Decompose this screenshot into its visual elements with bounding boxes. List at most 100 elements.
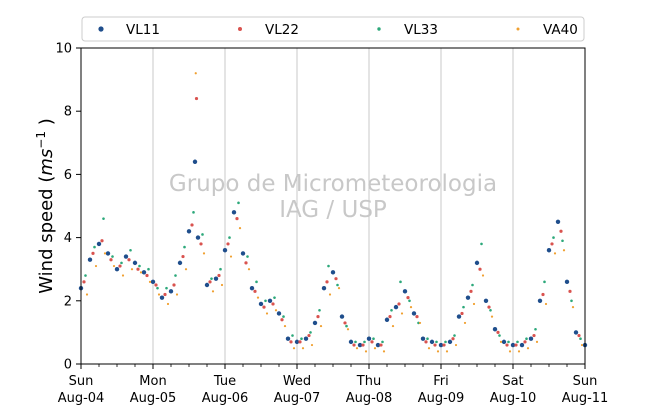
data-point [348, 339, 354, 345]
data-point [492, 327, 498, 332]
data-point [219, 267, 222, 271]
data-point [327, 264, 330, 268]
x-tick-label-day: Thu [356, 374, 381, 389]
data-point [408, 299, 411, 303]
data-point [463, 321, 467, 325]
data-point [388, 315, 392, 319]
data-point [553, 252, 557, 255]
data-point [276, 311, 282, 316]
legend-label: VL22 [265, 22, 299, 38]
data-point [469, 289, 473, 293]
data-point [433, 343, 437, 347]
data-point [255, 280, 258, 284]
x-tick-label-date: Aug-08 [346, 391, 393, 406]
y-tick-label: 2 [64, 294, 72, 309]
data-point [523, 340, 527, 344]
data-point [453, 334, 456, 337]
data-point [139, 271, 143, 274]
data-point [111, 255, 114, 258]
data-point [328, 293, 332, 296]
data-point [194, 72, 197, 75]
data-point [363, 340, 366, 344]
data-point [525, 337, 528, 341]
data-point [199, 242, 203, 246]
data-point [318, 308, 321, 312]
x-tick-label-date: Aug-07 [274, 391, 321, 406]
data-point [526, 347, 530, 350]
data-point [411, 311, 417, 316]
data-point [194, 96, 199, 101]
data-point [103, 252, 107, 255]
data-point [559, 229, 563, 233]
data-point [292, 347, 296, 350]
data-point [384, 317, 390, 322]
data-point [325, 280, 329, 284]
series-VL11 [78, 159, 588, 348]
data-point [519, 342, 525, 348]
data-point [541, 292, 545, 297]
data-point [159, 295, 165, 300]
data-point [309, 331, 312, 334]
data-point [379, 343, 383, 347]
data-point [291, 334, 294, 337]
series-VL22 [82, 96, 581, 347]
y-tick-label: 0 [64, 358, 72, 373]
x-tick-label-date: Aug-06 [202, 391, 249, 406]
data-point [418, 321, 422, 325]
data-point [400, 312, 404, 315]
data-point [127, 258, 131, 262]
legend-marker [377, 27, 381, 31]
x-tick-label-date: Aug-04 [58, 391, 105, 406]
data-point [267, 298, 273, 303]
data-point [406, 296, 410, 300]
data-point [571, 306, 575, 309]
data-point [444, 340, 447, 344]
data-point [543, 280, 546, 284]
y-axis: 0 2 4 6 8 10 [55, 42, 81, 373]
data-point [87, 257, 93, 262]
data-point [436, 350, 440, 353]
data-point [562, 249, 566, 252]
data-point [114, 267, 120, 272]
series-VL33 [84, 201, 582, 344]
data-point [217, 273, 221, 278]
data-point [177, 260, 183, 266]
data-point [505, 343, 509, 347]
data-point [138, 264, 141, 268]
data-point [372, 337, 375, 341]
data-point [471, 283, 474, 287]
y-tick-label: 8 [64, 105, 72, 120]
data-point [94, 264, 98, 268]
data-point [330, 270, 336, 275]
data-point [357, 342, 363, 348]
data-point [210, 277, 213, 280]
data-point [310, 343, 314, 347]
data-point [550, 242, 554, 246]
data-point [456, 314, 462, 319]
data-point [280, 318, 284, 322]
data-point [465, 295, 471, 300]
legend-marker [238, 27, 242, 31]
y-tick-label: 10 [55, 42, 72, 57]
data-point [570, 299, 573, 303]
data-point [517, 350, 521, 353]
data-point [546, 248, 552, 253]
data-point [489, 308, 492, 312]
data-point [211, 290, 215, 293]
data-point [438, 342, 444, 348]
x-axis: Sun Aug-04 Mon Aug-05 Tue Aug-06 Wed Aug-07 Thu A… [58, 364, 608, 406]
data-point [579, 337, 582, 341]
data-point [483, 298, 489, 303]
data-point [339, 314, 345, 319]
data-point [336, 283, 339, 287]
data-point [175, 293, 179, 296]
data-point [121, 274, 125, 277]
legend-marker [98, 26, 104, 32]
data-point [300, 337, 303, 341]
x-tick-label-day: Fri [433, 374, 449, 389]
data-point [112, 264, 116, 268]
data-point [238, 227, 242, 230]
data-point [445, 350, 449, 353]
